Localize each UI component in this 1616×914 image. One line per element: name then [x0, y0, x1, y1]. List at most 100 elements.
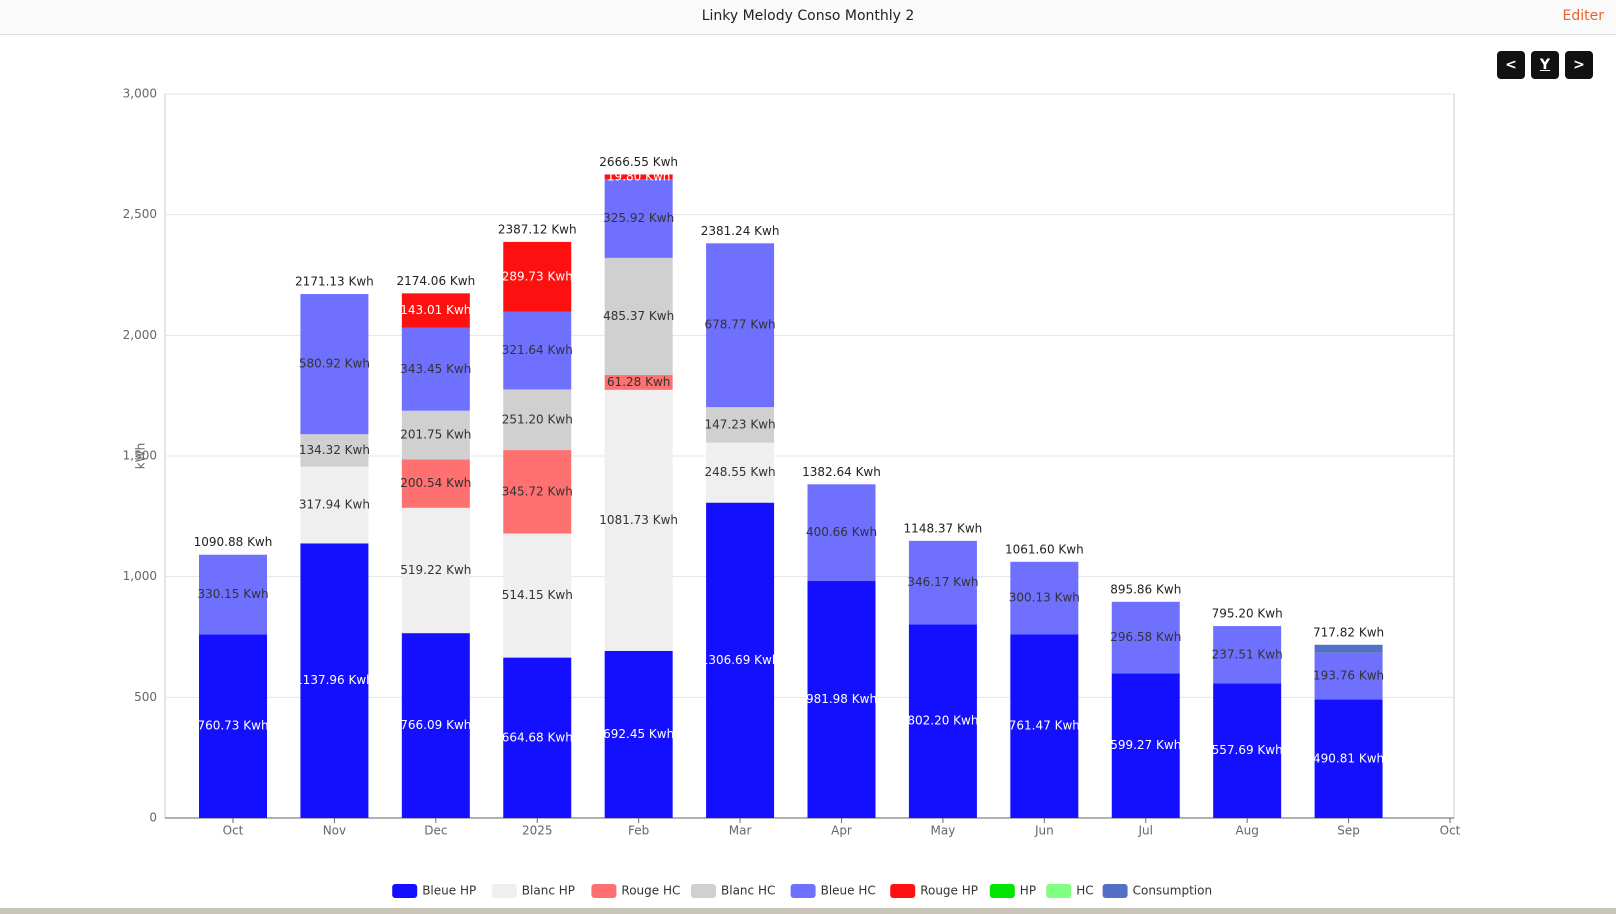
- total-label: 717.82 Kwh: [1313, 625, 1384, 639]
- bar-segment: [300, 543, 369, 818]
- bar-segment: [503, 389, 572, 451]
- total-label: 2171.13 Kwh: [295, 275, 374, 289]
- bar-segment: [401, 293, 470, 328]
- legend-swatch[interactable]: [1102, 884, 1128, 898]
- total-label: 1061.60 Kwh: [1005, 542, 1084, 556]
- total-label: 895.86 Kwh: [1110, 582, 1181, 596]
- legend-label[interactable]: Bleue HP: [422, 884, 476, 898]
- legend-swatch[interactable]: [491, 884, 517, 898]
- value-label: 802.20 Kwh: [907, 714, 978, 728]
- value-label: 1081.73 Kwh: [599, 513, 678, 527]
- legend-label[interactable]: HC: [1076, 884, 1093, 898]
- total-label: 2666.55 Kwh: [599, 155, 678, 169]
- value-label: 1306.69 Kwh: [701, 653, 780, 667]
- value-label: 237.51 Kwh: [1212, 647, 1283, 661]
- page-title: Linky Melody Conso Monthly 2: [701, 8, 915, 24]
- value-label: 557.69 Kwh: [1212, 743, 1283, 757]
- y-axis-label: kWh: [134, 443, 148, 469]
- legend-swatch[interactable]: [1046, 884, 1072, 898]
- bar-segment: [199, 634, 267, 818]
- value-label: 761.47 Kwh: [1009, 719, 1080, 733]
- legend-swatch[interactable]: [392, 884, 418, 898]
- x-tick-label: Jul: [1138, 824, 1153, 838]
- legend-label[interactable]: Consumption: [1133, 884, 1212, 898]
- x-tick-label: Oct: [1440, 824, 1461, 838]
- legend-label[interactable]: Blanc HP: [522, 884, 575, 898]
- legend-swatch[interactable]: [591, 884, 617, 898]
- y-tick-label: 0: [149, 811, 157, 825]
- total-label: 1148.37 Kwh: [904, 521, 983, 535]
- bar-segment: [604, 179, 673, 258]
- value-label: 766.09 Kwh: [400, 718, 471, 732]
- legend-label[interactable]: Bleue HC: [821, 884, 876, 898]
- legend-label[interactable]: Rouge HP: [920, 884, 978, 898]
- x-tick-label: Oct: [223, 824, 244, 838]
- bar-segment: [604, 375, 673, 390]
- bar-segment: [300, 466, 369, 544]
- bar-segment: [1213, 626, 1282, 684]
- legend-swatch[interactable]: [691, 884, 716, 898]
- edit-link[interactable]: Editer: [1562, 8, 1604, 24]
- bar-segment: [401, 459, 470, 508]
- y-tick-label: 2,000: [123, 328, 157, 342]
- bar-segment: [706, 442, 775, 503]
- bar-segment: [199, 554, 267, 635]
- x-tick-label: Feb: [628, 824, 649, 838]
- value-label: 134.32 Kwh: [299, 443, 370, 457]
- value-label: 289.73 Kwh: [502, 269, 573, 283]
- bar-segment: [706, 243, 775, 408]
- bar-segment: [300, 294, 369, 435]
- value-label: 981.98 Kwh: [806, 692, 877, 706]
- bottom-strip: [0, 908, 1616, 914]
- value-label: 143.01 Kwh: [400, 303, 471, 317]
- total-label: 1382.64 Kwh: [802, 465, 881, 479]
- prev-button[interactable]: <: [1497, 51, 1525, 79]
- bar-segment: [503, 241, 572, 312]
- bar-segment: [908, 624, 977, 818]
- value-label: 485.37 Kwh: [603, 309, 674, 323]
- bar-segment: [706, 502, 775, 818]
- x-tick-label: Dec: [424, 824, 447, 838]
- value-label: 678.77 Kwh: [705, 318, 776, 332]
- x-tick-label: Sep: [1337, 824, 1360, 838]
- bar-segment: [1314, 644, 1383, 653]
- total-label: 795.20 Kwh: [1212, 607, 1283, 621]
- value-label: 300.13 Kwh: [1009, 591, 1080, 605]
- total-label: 2174.06 Kwh: [396, 274, 475, 288]
- bar-segment: [503, 450, 572, 534]
- x-tick-label: Jun: [1034, 824, 1054, 838]
- legend-label[interactable]: HP: [1020, 884, 1036, 898]
- bar-segment: [1111, 601, 1180, 674]
- legend-label[interactable]: Rouge HC: [621, 884, 680, 898]
- value-label: 248.55 Kwh: [705, 465, 776, 479]
- legend-swatch[interactable]: [790, 884, 816, 898]
- bar-segment: [604, 257, 673, 376]
- y-tick-label: 500: [134, 690, 157, 704]
- bar-segment: [1010, 561, 1079, 635]
- bar-segment: [604, 650, 673, 818]
- value-label: 346.17 Kwh: [907, 575, 978, 589]
- value-label: 201.75 Kwh: [400, 428, 471, 442]
- bar-segment: [503, 657, 572, 818]
- x-tick-label: Nov: [323, 824, 346, 838]
- x-tick-label: 2025: [522, 824, 553, 838]
- period-button[interactable]: Y: [1531, 51, 1559, 79]
- value-label: 330.15 Kwh: [197, 587, 268, 601]
- bar-segment: [401, 410, 470, 460]
- value-label: 343.45 Kwh: [400, 362, 471, 376]
- legend-swatch[interactable]: [989, 884, 1015, 898]
- legend-label[interactable]: Blanc HC: [721, 884, 775, 898]
- value-label: 664.68 Kwh: [502, 730, 573, 744]
- bar-segment: [1010, 634, 1079, 818]
- value-label: 514.15 Kwh: [502, 588, 573, 602]
- value-label: 317.94 Kwh: [299, 498, 370, 512]
- legend-swatch[interactable]: [890, 884, 916, 898]
- next-button[interactable]: >: [1565, 51, 1593, 79]
- value-label: 321.64 Kwh: [502, 343, 573, 357]
- bar-segment: [604, 389, 673, 651]
- bar-segment: [807, 484, 876, 582]
- value-label: 345.72 Kwh: [502, 484, 573, 498]
- value-label: 1137.96 Kwh: [295, 673, 374, 687]
- x-tick-label: Apr: [831, 824, 852, 838]
